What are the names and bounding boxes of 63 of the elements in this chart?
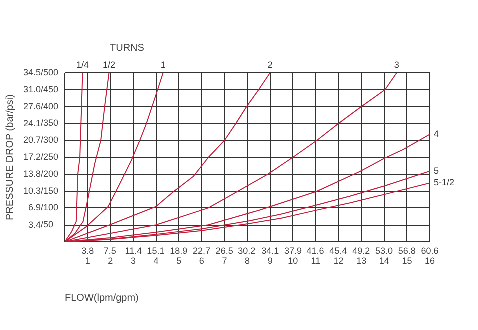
y2-tick-label: /250 [41,152,59,162]
y-tick-label: 24.1 [23,118,41,128]
x2-tick-label: 49.2 [352,246,370,256]
y-tick-label: 20.7 [23,135,41,146]
series-label: 2 [268,60,273,70]
y-tick-label: 6.9 [28,202,41,213]
y2-tick-label: /300 [41,135,59,146]
x-tick-label: 5 [176,256,182,266]
x-tick-label: 2 [108,256,114,266]
x-tick-label: 7 [222,256,228,266]
y-axis-title: PRESSURE DROP (bar/psi) [4,94,16,220]
x-tick-label: 13 [356,256,367,266]
x2-tick-label: 60.6 [421,246,439,256]
y2-tick-label: /400 [41,101,59,112]
x-tick-label: 4 [154,256,159,266]
x-tick-label: 10 [288,256,298,266]
x-tick-label: 3 [130,256,136,266]
y2-tick-label: /500 [41,67,59,78]
y-tick-label: 17.2 [23,152,41,162]
x2-tick-label: 7.5 [104,246,116,256]
y2-tick-label: /150 [41,186,59,196]
y-tick-label: 31.0 [23,84,41,95]
x2-tick-label: 30.2 [238,246,256,256]
x2-tick-label: 34.1 [262,246,280,256]
y-tick-label: 10.3 [23,186,41,196]
x-tick-label: 9 [268,256,273,266]
x2-tick-label: 37.9 [284,246,302,256]
series-label: 1/4 [76,60,90,70]
x2-tick-label: 45.4 [330,246,348,256]
x-tick-label: 15 [402,256,412,266]
x-tick-label: 14 [379,256,390,266]
series-label: 1 [160,60,166,70]
x-tick-label: 6 [199,256,204,266]
x2-tick-label: 53.0 [375,246,393,256]
x2-tick-label: 11.4 [125,246,142,256]
y2-tick-label: /450 [41,84,59,94]
y-tick-label: 34.5 [23,67,41,78]
x2-tick-label: 26.5 [216,246,234,256]
x2-tick-label: 3.8 [82,246,94,256]
x2-tick-label: 18.9 [170,246,188,256]
y-tick-label: 3.4 [28,220,41,230]
y-tick-label: 27.6 [23,101,41,112]
series-label: 5 [434,166,440,176]
series-label: 5-1/2 [434,178,455,188]
x-tick-label: 8 [244,256,250,266]
series-label: 1/2 [103,60,116,70]
x2-tick-label: 22.7 [192,246,210,256]
x-tick-label: 1 [85,256,90,266]
y2-tick-label: /200 [41,168,59,179]
x-tick-label: 16 [424,256,436,266]
x2-tick-label: 41.6 [306,246,324,256]
x-tick-label: 12 [334,256,344,266]
text: TURNS [110,42,145,54]
x2-tick-label: 15.1 [147,246,165,256]
x-axis-title: FLOW(lpm/gpm) [65,292,139,304]
x-tick-label: 11 [311,256,321,266]
y2-tick-label: /350 [41,118,59,128]
series-label: 4 [434,129,440,139]
y2-tick-label: /100 [41,202,59,213]
x2-tick-label: 56.8 [398,246,416,256]
y2-tick-label: /50 [41,220,54,230]
series-label: 3 [394,60,400,70]
y-tick-label: 13.8 [23,168,41,179]
